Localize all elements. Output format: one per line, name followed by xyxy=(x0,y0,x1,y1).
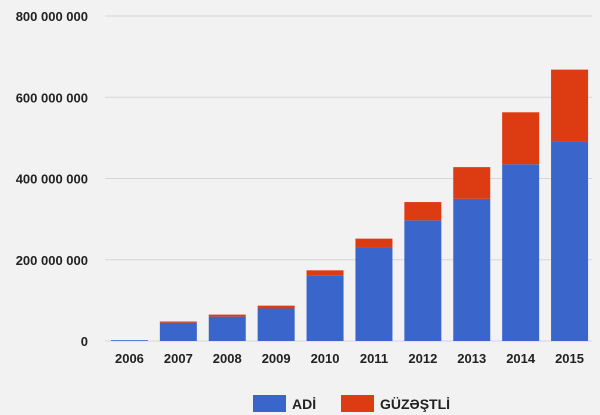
x-tick-label: 2014 xyxy=(506,351,536,366)
bar-segment-adi-2014 xyxy=(502,164,540,341)
x-tick-label: 2006 xyxy=(115,351,144,366)
bars xyxy=(110,69,589,341)
bar-segment-adi-2006 xyxy=(110,340,148,341)
x-tick-label: 2009 xyxy=(262,351,291,366)
bar-segment-guzestli-2008 xyxy=(208,314,246,317)
bar-segment-adi-2013 xyxy=(453,198,491,341)
bar-segment-guzestli-2013 xyxy=(453,167,491,199)
x-tick-label: 2008 xyxy=(213,351,242,366)
x-axis-tick-labels: 2006 2007 2008 2009 2010 2011 2012 2013 2014 2015 xyxy=(115,351,584,366)
bar-segment-guzestli-2007 xyxy=(159,321,197,323)
x-tick-label: 2015 xyxy=(555,351,584,366)
x-tick-label: 2013 xyxy=(457,351,486,366)
bar-segment-adi-2009 xyxy=(257,308,295,341)
bar-segment-adi-2007 xyxy=(159,322,197,341)
bar-segment-adi-2010 xyxy=(306,275,344,341)
bar-segment-adi-2008 xyxy=(208,316,246,341)
bar-segment-guzestli-2014 xyxy=(502,112,540,165)
x-tick-label: 2007 xyxy=(164,351,193,366)
legend-swatch xyxy=(341,395,374,412)
legend-label: GÜZƏŞTLİ xyxy=(380,396,450,412)
bar-segment-guzestli-2010 xyxy=(306,270,344,276)
y-tick-label: 600 000 000 xyxy=(16,90,88,105)
bar-segment-guzestli-2009 xyxy=(257,305,295,309)
bar-segment-guzestli-2015 xyxy=(551,69,589,142)
legend-swatch xyxy=(253,395,286,412)
y-tick-label: 0 xyxy=(81,334,88,349)
legend: ADİ GÜZƏŞTLİ xyxy=(253,395,450,412)
x-tick-label: 2011 xyxy=(360,351,388,366)
y-tick-label: 800 000 000 xyxy=(16,9,88,24)
y-tick-label: 200 000 000 xyxy=(16,253,88,268)
bar-segment-adi-2015 xyxy=(551,141,589,341)
legend-label: ADİ xyxy=(292,396,316,412)
bar-segment-adi-2011 xyxy=(355,247,393,341)
bar-segment-adi-2012 xyxy=(404,220,442,341)
x-tick-label: 2010 xyxy=(311,351,340,366)
bar-segment-guzestli-2012 xyxy=(404,202,442,221)
y-axis-tick-labels: 0 200 000 000 400 000 000 600 000 000 800 00… xyxy=(16,9,88,349)
bar-segment-guzestli-2011 xyxy=(355,238,393,248)
y-tick-label: 400 000 000 xyxy=(16,172,88,187)
x-tick-label: 2012 xyxy=(408,351,437,366)
